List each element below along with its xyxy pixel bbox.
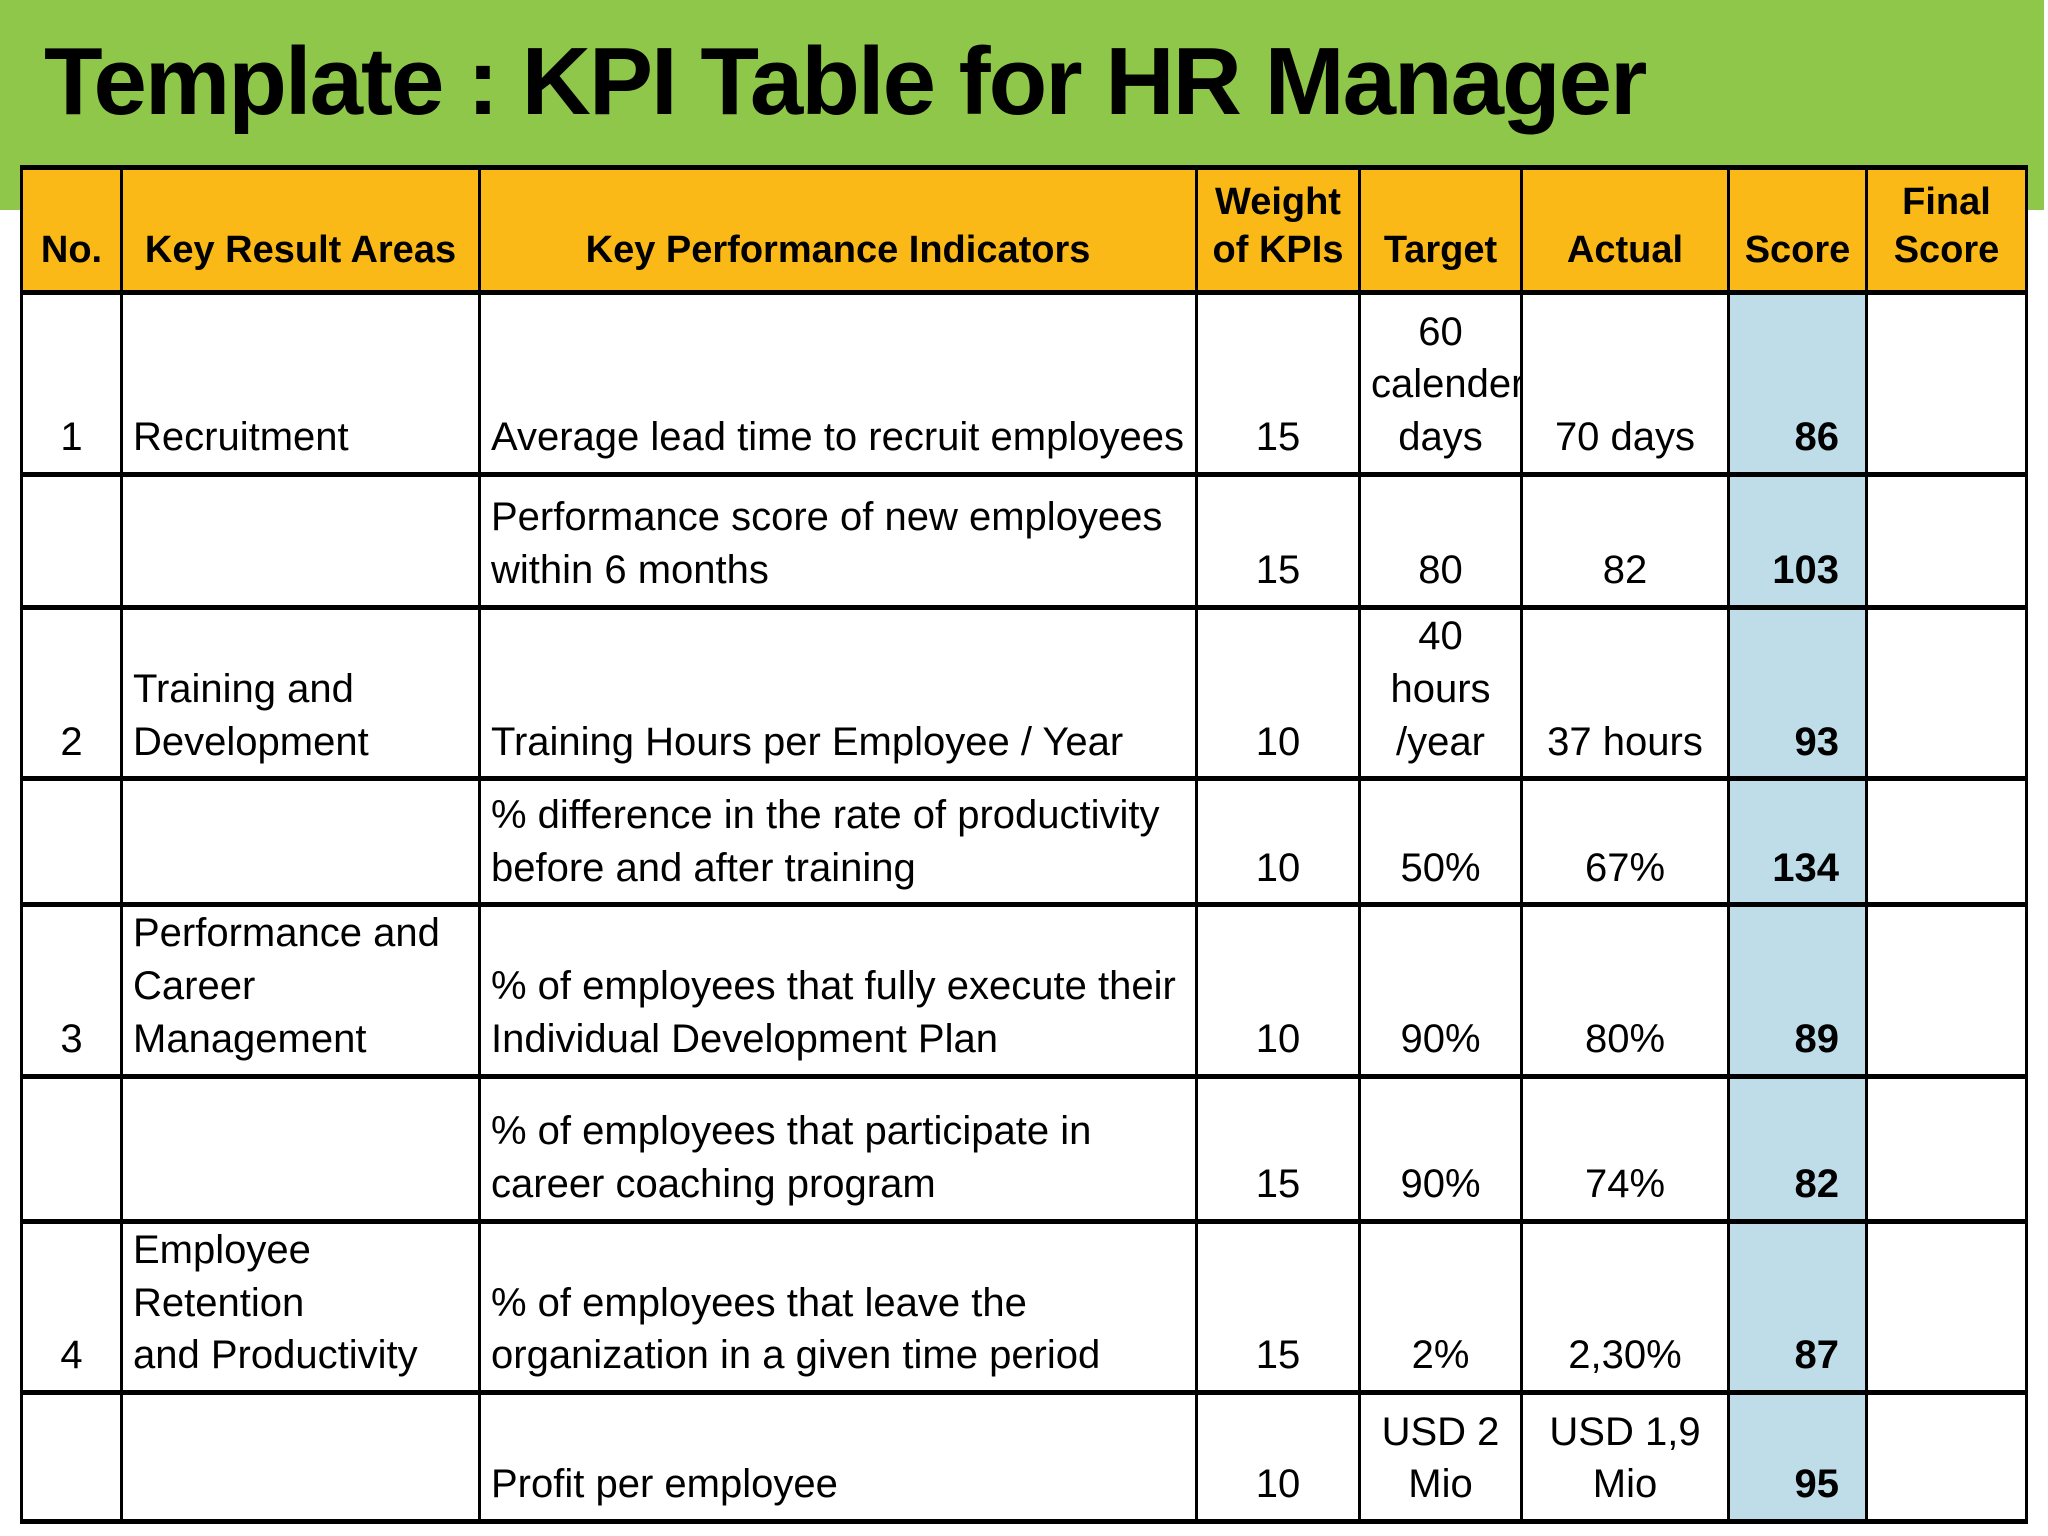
- cell-kpi: Average lead time to recruit employees: [478, 290, 1198, 477]
- table-row: % difference in the rate of productivity…: [20, 776, 2028, 908]
- cell-weight: 15: [1195, 290, 1361, 477]
- cell-target: 60 calender days: [1358, 290, 1523, 477]
- cell-no: 3: [20, 902, 123, 1079]
- table-row: 2 Training and Development Training Hour…: [20, 604, 2028, 782]
- cell-target: USD 2 Mio: [1358, 1390, 1523, 1525]
- cell-score: 103: [1727, 472, 1868, 610]
- cell-score: 82: [1727, 1073, 1868, 1224]
- cell-final-score: [1865, 290, 2028, 477]
- cell-weight: 10: [1195, 1390, 1361, 1525]
- cell-no: 1: [20, 290, 123, 477]
- header-row: No. Key Result Areas Key Performance Ind…: [20, 165, 2028, 295]
- table-row: 4 Employee Retention and Productivity % …: [20, 1218, 2028, 1396]
- cell-actual: 70 days: [1520, 290, 1730, 477]
- cell-kpi: % of employees that participate in caree…: [478, 1073, 1198, 1224]
- cell-actual: 82: [1520, 472, 1730, 610]
- cell-weight: 10: [1195, 776, 1361, 908]
- cell-weight: 10: [1195, 902, 1361, 1079]
- cell-kpi: Training Hours per Employee / Year: [478, 604, 1198, 782]
- cell-score: 95: [1727, 1390, 1868, 1525]
- cell-final-score: [1865, 604, 2028, 782]
- cell-target: 50%: [1358, 776, 1523, 908]
- cell-weight: 15: [1195, 472, 1361, 610]
- cell-score: 87: [1727, 1218, 1868, 1396]
- cell-no: [20, 472, 123, 610]
- cell-score: 93: [1727, 604, 1868, 782]
- cell-actual: 37 hours: [1520, 604, 1730, 782]
- table-row: Performance score of new employees withi…: [20, 472, 2028, 610]
- table-row: 3 Performance and Career Management % of…: [20, 902, 2028, 1079]
- cell-actual: USD 1,9 Mio: [1520, 1390, 1730, 1525]
- cell-weight: 15: [1195, 1073, 1361, 1224]
- cell-score: 86: [1727, 290, 1868, 477]
- cell-key-result-area: Training and Development: [120, 604, 481, 782]
- cell-kpi: % of employees that leave the organizati…: [478, 1218, 1198, 1396]
- cell-weight: 15: [1195, 1218, 1361, 1396]
- cell-target: 80: [1358, 472, 1523, 610]
- column-header-score: Score: [1727, 165, 1868, 295]
- cell-actual: 2,30%: [1520, 1218, 1730, 1396]
- cell-final-score: [1865, 902, 2028, 1079]
- table-row: % of employees that participate in caree…: [20, 1073, 2028, 1224]
- cell-actual: 80%: [1520, 902, 1730, 1079]
- column-header-target: Target: [1358, 165, 1523, 295]
- cell-key-result-area: [120, 1390, 481, 1525]
- cell-key-result-area: Performance and Career Management: [120, 902, 481, 1079]
- cell-kpi: Profit per employee: [478, 1390, 1198, 1525]
- column-header-final-score: Final Score: [1865, 165, 2028, 295]
- page-title: Template : KPI Table for HR Manager: [44, 28, 1647, 135]
- column-header-key-performance-indicators: Key Performance Indicators: [478, 165, 1198, 295]
- cell-kpi: Performance score of new employees withi…: [478, 472, 1198, 610]
- cell-key-result-area: Employee Retention and Productivity: [120, 1218, 481, 1396]
- cell-target: 90%: [1358, 1073, 1523, 1224]
- cell-key-result-area: [120, 1073, 481, 1224]
- cell-kpi: % of employees that fully execute their …: [478, 902, 1198, 1079]
- column-header-actual: Actual: [1520, 165, 1730, 295]
- column-header-no: No.: [20, 165, 123, 295]
- kpi-table: No. Key Result Areas Key Performance Ind…: [20, 165, 2028, 1525]
- cell-weight: 10: [1195, 604, 1361, 782]
- cell-final-score: [1865, 776, 2028, 908]
- cell-target: 90%: [1358, 902, 1523, 1079]
- cell-target: 40 hours /year: [1358, 604, 1523, 782]
- cell-actual: 74%: [1520, 1073, 1730, 1224]
- cell-final-score: [1865, 1218, 2028, 1396]
- cell-no: 4: [20, 1218, 123, 1396]
- cell-no: 2: [20, 604, 123, 782]
- table-row: 1 Recruitment Average lead time to recru…: [20, 290, 2028, 477]
- cell-final-score: [1865, 472, 2028, 610]
- cell-score: 134: [1727, 776, 1868, 908]
- cell-key-result-area: [120, 472, 481, 610]
- column-header-key-result-areas: Key Result Areas: [120, 165, 481, 295]
- cell-final-score: [1865, 1390, 2028, 1525]
- cell-no: [20, 776, 123, 908]
- cell-kpi: % difference in the rate of productivity…: [478, 776, 1198, 908]
- cell-key-result-area: [120, 776, 481, 908]
- cell-target: 2%: [1358, 1218, 1523, 1396]
- column-header-weight-of-kpis: Weight of KPIs: [1195, 165, 1361, 295]
- cell-score: 89: [1727, 902, 1868, 1079]
- table-row: Profit per employee 10 USD 2 Mio USD 1,9…: [20, 1390, 2028, 1525]
- cell-actual: 67%: [1520, 776, 1730, 908]
- cell-no: [20, 1390, 123, 1525]
- cell-final-score: [1865, 1073, 2028, 1224]
- cell-no: [20, 1073, 123, 1224]
- cell-key-result-area: Recruitment: [120, 290, 481, 477]
